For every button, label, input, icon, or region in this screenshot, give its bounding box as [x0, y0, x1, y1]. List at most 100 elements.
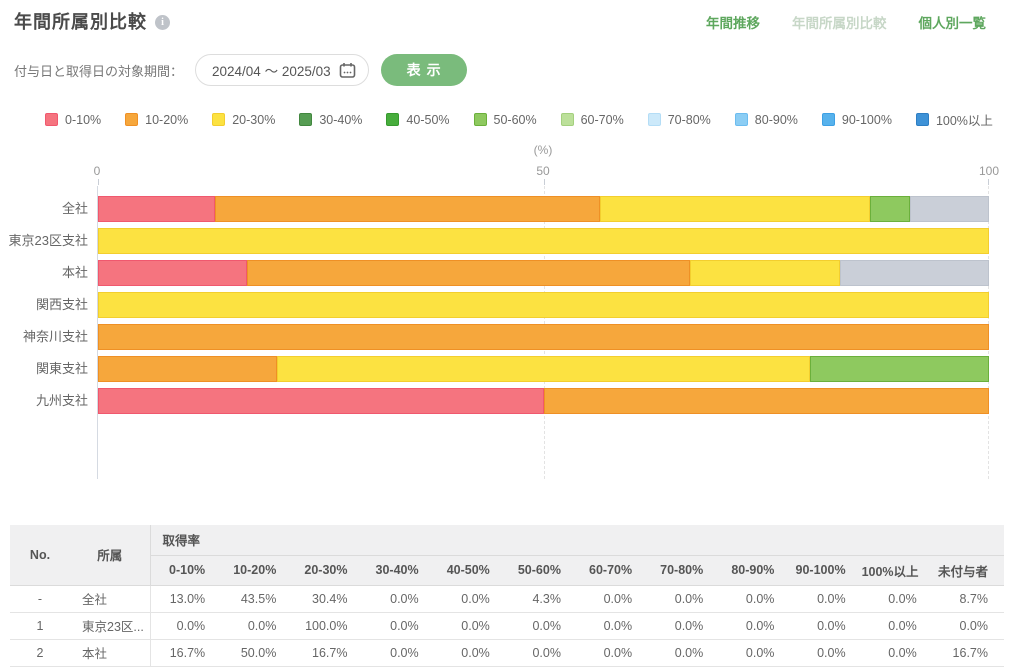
cell-dept: 本社 — [70, 639, 150, 667]
cell-no: - — [10, 584, 70, 613]
bar-row: 九州支社 — [36, 388, 989, 414]
bar-segment — [839, 260, 989, 286]
cell-rate: 50.0% — [221, 639, 293, 667]
legend-swatch-icon — [647, 113, 661, 126]
bar-segments — [98, 260, 989, 286]
col-header-range: 0-10% — [149, 555, 222, 585]
bar-segment — [277, 356, 810, 382]
sub-header-row: 0-10% 10-20% 20-30% 30-40% 40-50% 50-60% 60-70… — [10, 555, 1004, 585]
category-label: 東京23区支社 — [8, 233, 88, 248]
category-label: 神奈川支社 — [22, 329, 88, 344]
legend-item[interactable]: 20-30% — [212, 113, 275, 127]
legend-label: 50-60% — [493, 112, 537, 127]
bar-row: 本社 — [62, 260, 989, 286]
cell-rate: 0.0% — [576, 612, 649, 640]
x-tickmark — [543, 179, 545, 185]
nav-link-page[interactable]: 年間推移 — [706, 16, 760, 31]
bar-segment — [98, 196, 215, 222]
col-header-range: 50-60% — [517, 563, 561, 577]
category-label: 関西支社 — [35, 297, 88, 312]
cell-rate: 16.7% — [149, 639, 222, 667]
legend-swatch-icon — [821, 113, 835, 126]
bar-row: 東京23区支社 — [9, 228, 989, 254]
x-tick-label: 0 — [93, 164, 101, 178]
legend-label: 30-40% — [319, 112, 363, 127]
cell-rate: 13.0% — [149, 584, 222, 613]
legend-item[interactable]: 60-70% — [560, 113, 624, 127]
cell-rate: 4.3% — [505, 584, 577, 613]
page-title: 年間所属別比較 — [14, 12, 147, 32]
x-tick-label: 100 — [978, 164, 1000, 178]
bar-segments — [98, 324, 989, 350]
legend-item[interactable]: 40-50% — [386, 112, 450, 127]
legend-item[interactable]: 0-10% — [45, 113, 101, 127]
table-row: 2 本社 16.7% 50.0% 16.7% 0.0% 0.0% 0.0% 0.0% 0.0% 0.… — [10, 639, 1004, 667]
legend-swatch-icon — [560, 113, 574, 126]
bar-segment — [214, 196, 601, 222]
bars: 全社東京23区支社本社関西支社神奈川支社関東支社九州支社 — [9, 196, 989, 420]
calendar-icon[interactable] — [339, 62, 356, 79]
category-label: 関東支社 — [35, 361, 88, 376]
stacked-bar-chart: (%) 0 50 100 全社 東京23区支社 本社 関西支社 神奈川支社 関東支社 九州支… — [9, 143, 999, 479]
legend: 0-10% 10-20% 20-30% 30-40% 40-50% 50-60% 60-70… — [45, 110, 1014, 129]
bar-segment — [910, 196, 989, 222]
bar-segments — [98, 292, 989, 318]
bar-segments — [98, 356, 989, 382]
bar-segment — [98, 324, 989, 350]
cell-rate: 43.5% — [221, 584, 293, 613]
x-tickmark — [98, 179, 99, 185]
period-range-input[interactable]: 2024/04 ～ 2025/03 — [195, 54, 369, 86]
category-label: 全社 — [61, 201, 88, 216]
info-icon[interactable]: i — [155, 14, 170, 30]
legend-item[interactable]: 70-80% — [647, 113, 711, 127]
legend-item[interactable]: 30-40% — [299, 113, 362, 127]
cell-rate: 0.0% — [576, 584, 649, 613]
nav-link-current: 年間所属別比較 — [792, 16, 887, 31]
bar-row: 関東支社 — [36, 356, 989, 382]
legend-item[interactable]: 90-100% — [821, 113, 892, 127]
col-header-group: 取得率 — [149, 525, 1004, 556]
legend-swatch-icon — [915, 113, 929, 126]
cell-rate: 16.7% — [932, 639, 1004, 667]
col-header-range: 100%以上 — [861, 564, 919, 579]
legend-item[interactable]: 50-60% — [473, 112, 537, 127]
bar-row: 全社 — [62, 196, 989, 222]
period-label: 付与日と取得日の対象期間： — [14, 63, 184, 79]
legend-item[interactable]: 10-20% — [125, 113, 188, 127]
plot-area: 全社東京23区支社本社関西支社神奈川支社関東支社九州支社 — [9, 179, 989, 479]
cell-rate: 0.0% — [434, 584, 506, 613]
x-tick-label: 50 — [536, 164, 550, 178]
bar-segment — [98, 228, 989, 254]
cell-rate: 0.0% — [790, 612, 862, 640]
nav-link-page[interactable]: 個人別一覧 — [918, 16, 987, 31]
cell-rate: 0.0% — [648, 612, 720, 640]
legend-label: 0-10% — [65, 112, 102, 127]
legend-swatch-icon — [125, 113, 139, 126]
cell-rate: 0.0% — [434, 612, 506, 640]
col-header-range: 未付与者 — [937, 564, 988, 579]
cell-rate: 16.7% — [292, 639, 364, 667]
category-label: 九州支社 — [35, 393, 88, 408]
cell-rate: 0.0% — [363, 584, 435, 613]
legend-swatch-icon — [299, 113, 313, 126]
col-header-range: 20-30% — [304, 563, 348, 577]
show-button[interactable]: 表示 — [380, 54, 467, 86]
cell-rate: 0.0% — [576, 639, 649, 667]
col-header-range: 80-90% — [731, 563, 775, 577]
category-label: 本社 — [61, 265, 88, 280]
view-nav: 年間推移 年間所属別比較 個人別一覧 — [706, 8, 986, 32]
cell-rate: 8.7% — [932, 584, 1004, 613]
col-header-range: 60-70% — [589, 563, 633, 577]
bar-segment — [600, 196, 871, 222]
bar-segment — [810, 356, 989, 382]
legend-item[interactable]: 100%以上 — [915, 110, 993, 129]
legend-item[interactable]: 80-90% — [734, 113, 798, 127]
x-tickmark — [988, 179, 989, 185]
table-row: - 全社 13.0% 43.5% 30.4% 0.0% 0.0% 4.3% 0.0% 0.0% 0.… — [10, 584, 1004, 613]
legend-swatch-icon — [45, 113, 58, 126]
legend-label: 20-30% — [232, 112, 276, 127]
cell-rate: 0.0% — [790, 639, 862, 667]
cell-no: 1 — [10, 612, 70, 640]
legend-label: 40-50% — [406, 112, 450, 127]
bar-row: 関西支社 — [36, 292, 989, 318]
